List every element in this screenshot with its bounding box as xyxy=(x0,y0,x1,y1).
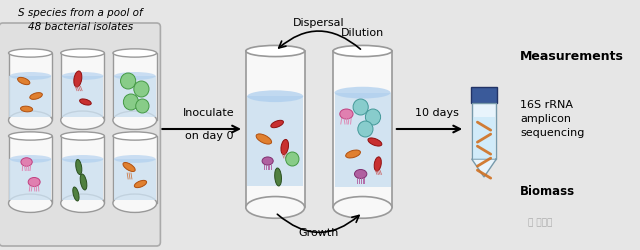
Bar xyxy=(473,118,495,159)
Ellipse shape xyxy=(335,88,390,99)
Ellipse shape xyxy=(20,107,33,112)
Bar xyxy=(471,88,497,104)
Ellipse shape xyxy=(355,170,367,179)
Text: on day 0: on day 0 xyxy=(184,130,233,140)
Ellipse shape xyxy=(333,46,392,57)
Ellipse shape xyxy=(333,197,392,218)
Text: 10 days: 10 days xyxy=(415,108,458,118)
Ellipse shape xyxy=(79,100,92,106)
Ellipse shape xyxy=(61,112,104,130)
Ellipse shape xyxy=(113,132,157,140)
Ellipse shape xyxy=(346,150,360,158)
Circle shape xyxy=(124,94,139,110)
Text: Growth: Growth xyxy=(299,227,339,237)
Ellipse shape xyxy=(61,156,104,163)
Ellipse shape xyxy=(374,157,381,172)
Ellipse shape xyxy=(271,121,284,128)
Bar xyxy=(113,54,157,121)
Ellipse shape xyxy=(10,156,51,163)
Circle shape xyxy=(285,152,299,166)
Ellipse shape xyxy=(340,110,353,120)
Ellipse shape xyxy=(281,140,289,155)
Ellipse shape xyxy=(28,178,40,187)
Bar xyxy=(61,159,104,200)
Text: 48 bacterial isolates: 48 bacterial isolates xyxy=(28,22,133,32)
Bar xyxy=(10,159,51,200)
Bar xyxy=(8,136,52,203)
FancyBboxPatch shape xyxy=(0,24,161,246)
Ellipse shape xyxy=(8,112,52,130)
Circle shape xyxy=(353,100,368,116)
Text: 🌐 量子位: 🌐 量子位 xyxy=(528,217,552,226)
Ellipse shape xyxy=(8,194,52,212)
Ellipse shape xyxy=(80,174,87,190)
Ellipse shape xyxy=(61,50,104,58)
Text: Dispersal: Dispersal xyxy=(293,18,345,28)
Ellipse shape xyxy=(123,163,135,172)
Bar xyxy=(114,159,156,200)
Circle shape xyxy=(358,122,373,138)
Bar xyxy=(113,136,157,203)
Bar xyxy=(247,97,303,186)
Ellipse shape xyxy=(76,160,82,175)
Ellipse shape xyxy=(275,168,282,186)
Text: S species from a pool of: S species from a pool of xyxy=(19,8,143,18)
Ellipse shape xyxy=(134,181,147,188)
Circle shape xyxy=(136,100,149,114)
Ellipse shape xyxy=(61,73,104,80)
Bar xyxy=(61,77,104,118)
FancyBboxPatch shape xyxy=(246,52,305,208)
Bar xyxy=(114,77,156,118)
FancyBboxPatch shape xyxy=(333,52,392,208)
Text: Measurements: Measurements xyxy=(520,50,624,63)
Ellipse shape xyxy=(74,72,82,88)
Ellipse shape xyxy=(113,194,157,212)
Ellipse shape xyxy=(30,93,42,100)
Ellipse shape xyxy=(114,156,156,163)
Ellipse shape xyxy=(17,78,30,85)
Ellipse shape xyxy=(262,157,273,166)
Polygon shape xyxy=(472,159,497,177)
Ellipse shape xyxy=(368,138,382,146)
Bar xyxy=(10,77,51,118)
Bar xyxy=(61,54,104,121)
Text: Inoculate: Inoculate xyxy=(183,108,235,118)
Circle shape xyxy=(120,74,136,90)
Bar xyxy=(472,104,497,159)
Bar xyxy=(61,136,104,203)
Text: 16S rRNA
amplicon
sequencing: 16S rRNA amplicon sequencing xyxy=(520,100,584,138)
Text: Dilution: Dilution xyxy=(341,28,384,38)
Circle shape xyxy=(365,110,381,126)
Bar xyxy=(8,54,52,121)
Ellipse shape xyxy=(61,194,104,212)
Bar xyxy=(335,93,390,187)
Ellipse shape xyxy=(73,187,79,201)
Ellipse shape xyxy=(8,50,52,58)
Ellipse shape xyxy=(113,112,157,130)
Circle shape xyxy=(134,82,149,98)
Ellipse shape xyxy=(21,158,32,166)
Ellipse shape xyxy=(247,91,303,103)
Ellipse shape xyxy=(61,132,104,140)
Ellipse shape xyxy=(256,134,271,144)
Ellipse shape xyxy=(114,73,156,80)
Text: Biomass: Biomass xyxy=(520,184,575,197)
Ellipse shape xyxy=(246,197,305,218)
Ellipse shape xyxy=(246,46,305,57)
Ellipse shape xyxy=(8,132,52,140)
Ellipse shape xyxy=(113,50,157,58)
Ellipse shape xyxy=(10,73,51,80)
